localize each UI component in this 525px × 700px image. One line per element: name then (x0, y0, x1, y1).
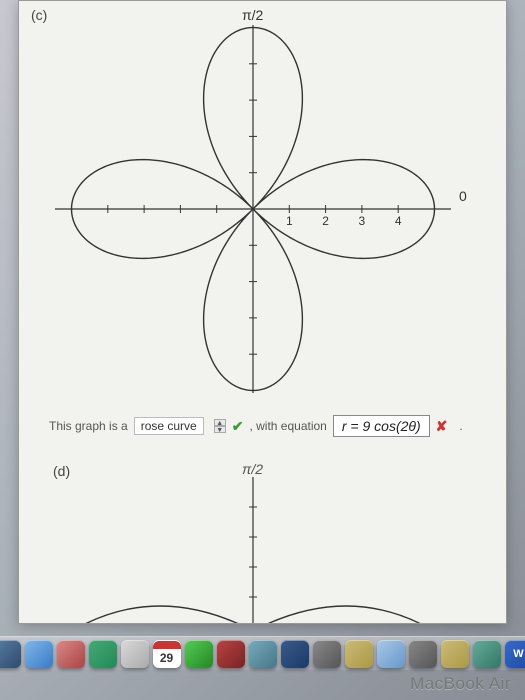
dock-facetime-icon[interactable] (185, 640, 213, 668)
dock-folder-icon[interactable] (249, 640, 277, 668)
dock-drive-icon[interactable] (409, 640, 437, 668)
stepper[interactable]: ▲▼ (214, 419, 226, 433)
macos-dock: 29WP (0, 624, 525, 670)
check-icon: ✔ (232, 418, 244, 435)
dock-globe-icon[interactable] (281, 640, 309, 668)
svg-text:4: 4 (395, 214, 402, 228)
d-top-axis-label: π/2 (242, 461, 263, 477)
cross-icon: ✘ (436, 418, 448, 435)
rose-chart-c: 1 2 3 4 (53, 23, 453, 395)
svg-text:2: 2 (322, 214, 329, 228)
chart-d (53, 477, 453, 624)
c-top-axis-label: π/2 (242, 7, 263, 23)
bezel-label: MacBook Air (410, 674, 511, 694)
dock-itunes-icon[interactable] (377, 640, 405, 668)
dock-stickies-icon[interactable] (441, 640, 469, 668)
part-c-label: (c) (31, 7, 47, 23)
dock-mail-icon[interactable] (121, 640, 149, 668)
dock-notes-icon[interactable] (345, 640, 373, 668)
svg-text:3: 3 (359, 214, 366, 228)
answer-prefix: This graph is a (49, 419, 128, 433)
step-up[interactable]: ▲ (214, 419, 226, 426)
curve-type-input[interactable]: rose curve (134, 417, 204, 435)
dock-camera-icon[interactable] (313, 640, 341, 668)
answer-mid: , with equation (249, 419, 326, 433)
dock-word-icon[interactable]: W (505, 640, 525, 668)
step-down[interactable]: ▼ (214, 426, 226, 433)
dock-downloads-icon[interactable] (89, 640, 117, 668)
dock-photo-icon[interactable] (217, 640, 245, 668)
c-right-axis-label: 0 (459, 188, 467, 204)
dock-browser-icon[interactable] (57, 640, 85, 668)
period: . (459, 419, 462, 433)
dock-utility-icon[interactable] (473, 640, 501, 668)
worksheet-page: (c) π/2 0 1 2 3 4 This graph is a rose curv… (18, 0, 507, 624)
dock-explorer-icon[interactable] (0, 640, 21, 668)
svg-text:1: 1 (286, 214, 293, 228)
dock-calendar-icon[interactable]: 29 (153, 640, 181, 668)
answer-row-c: This graph is a rose curve ▲▼ ✔ , with e… (49, 415, 463, 437)
equation-input[interactable]: r = 9 cos(2θ) (333, 415, 430, 437)
dock-safari-icon[interactable] (25, 640, 53, 668)
